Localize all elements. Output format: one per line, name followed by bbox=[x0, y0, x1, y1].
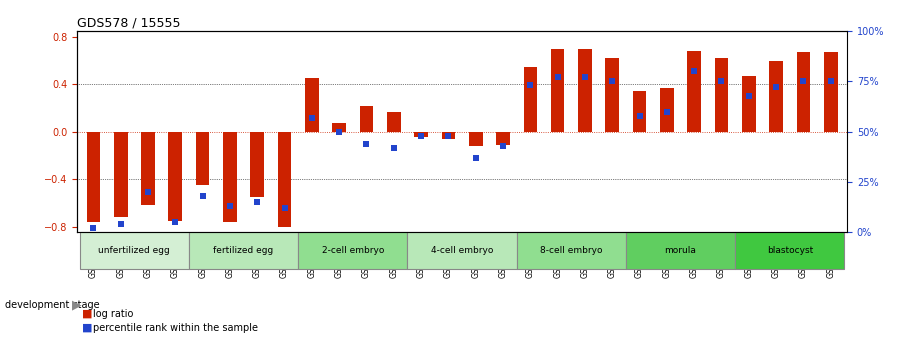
Bar bbox=[551, 49, 564, 132]
Bar bbox=[735, 233, 844, 269]
Bar bbox=[189, 233, 298, 269]
Text: morula: morula bbox=[665, 246, 697, 255]
Bar bbox=[769, 61, 783, 132]
Text: log ratio: log ratio bbox=[93, 309, 134, 319]
Text: 2-cell embryo: 2-cell embryo bbox=[322, 246, 384, 255]
Bar bbox=[660, 88, 674, 132]
Bar bbox=[605, 58, 619, 132]
Text: ▶: ▶ bbox=[72, 299, 82, 312]
Bar bbox=[333, 124, 346, 132]
Bar bbox=[408, 233, 516, 269]
Bar bbox=[578, 49, 592, 132]
Bar bbox=[742, 76, 756, 132]
Bar bbox=[626, 233, 735, 269]
Bar bbox=[250, 132, 264, 197]
Text: GDS578 / 15555: GDS578 / 15555 bbox=[77, 17, 180, 30]
Bar bbox=[278, 132, 292, 227]
Bar bbox=[516, 233, 626, 269]
Bar bbox=[688, 51, 701, 132]
Bar bbox=[223, 132, 236, 222]
Bar bbox=[715, 58, 728, 132]
Text: percentile rank within the sample: percentile rank within the sample bbox=[93, 323, 258, 333]
Text: ■: ■ bbox=[82, 309, 92, 319]
Text: ■: ■ bbox=[82, 323, 92, 333]
Bar bbox=[469, 132, 483, 146]
Bar bbox=[305, 78, 319, 132]
Bar bbox=[298, 233, 408, 269]
Bar bbox=[632, 91, 646, 132]
Bar bbox=[414, 132, 428, 137]
Bar bbox=[169, 132, 182, 221]
Text: development stage: development stage bbox=[5, 300, 99, 310]
Bar bbox=[524, 67, 537, 132]
Bar bbox=[80, 233, 189, 269]
Text: fertilized egg: fertilized egg bbox=[214, 246, 274, 255]
Bar bbox=[87, 132, 101, 222]
Bar bbox=[387, 112, 400, 132]
Bar bbox=[141, 132, 155, 205]
Bar bbox=[496, 132, 510, 145]
Bar bbox=[360, 106, 373, 132]
Text: unfertilized egg: unfertilized egg bbox=[99, 246, 170, 255]
Bar bbox=[441, 132, 455, 139]
Bar bbox=[796, 52, 810, 132]
Text: blastocyst: blastocyst bbox=[766, 246, 813, 255]
Bar bbox=[824, 52, 837, 132]
Text: 8-cell embryo: 8-cell embryo bbox=[540, 246, 602, 255]
Bar bbox=[114, 132, 128, 217]
Bar bbox=[196, 132, 209, 185]
Text: 4-cell embryo: 4-cell embryo bbox=[431, 246, 493, 255]
